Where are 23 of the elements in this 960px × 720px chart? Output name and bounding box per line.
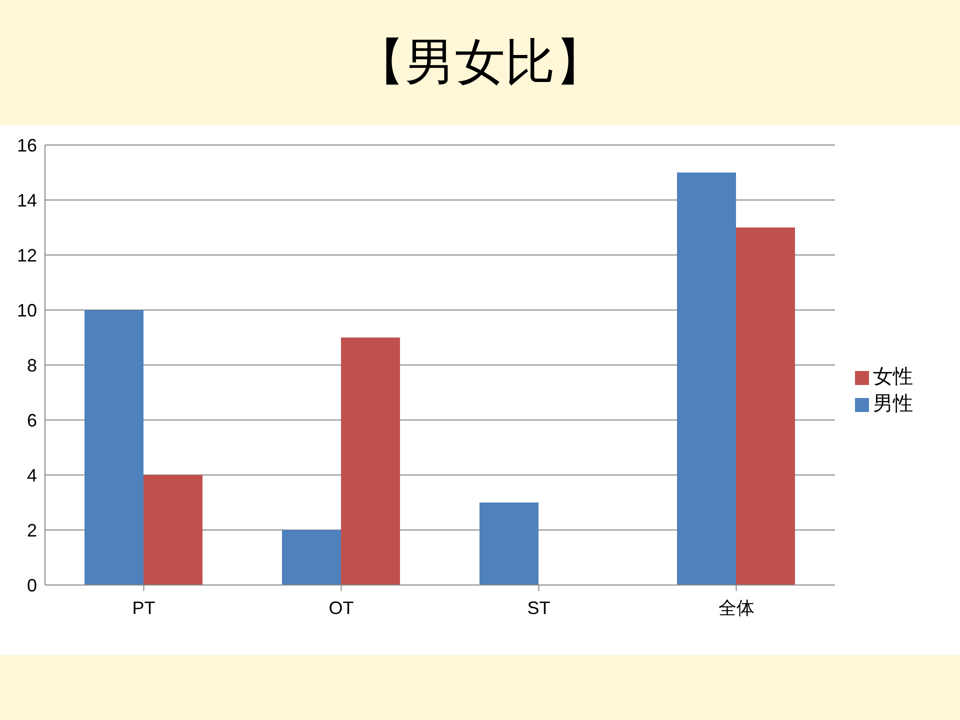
legend-label: 女性 [873,366,913,388]
bar [677,172,736,585]
y-tick-label: 4 [26,465,37,486]
legend-label: 男性 [873,393,913,415]
y-tick-label: 6 [26,410,37,430]
bar [144,475,202,585]
chart-title: 【男女比】 [354,33,606,92]
bar [84,310,144,585]
x-tick-label: PT [132,598,156,618]
y-tick-label: 16 [16,135,37,156]
x-tick-label: 全体 [718,598,754,618]
y-tick-label: 0 [26,575,37,596]
y-tick-label: 14 [16,190,37,210]
y-tick-label: 10 [16,300,37,320]
bar [480,502,538,585]
x-tick-label: ST [527,598,550,618]
x-tick-label: OT [328,598,354,618]
bar [282,530,341,585]
y-tick-label: 2 [26,520,37,540]
y-tick-label: 12 [16,245,37,266]
y-tick-label: 8 [26,355,37,376]
bar [736,228,795,585]
bar [341,338,400,585]
